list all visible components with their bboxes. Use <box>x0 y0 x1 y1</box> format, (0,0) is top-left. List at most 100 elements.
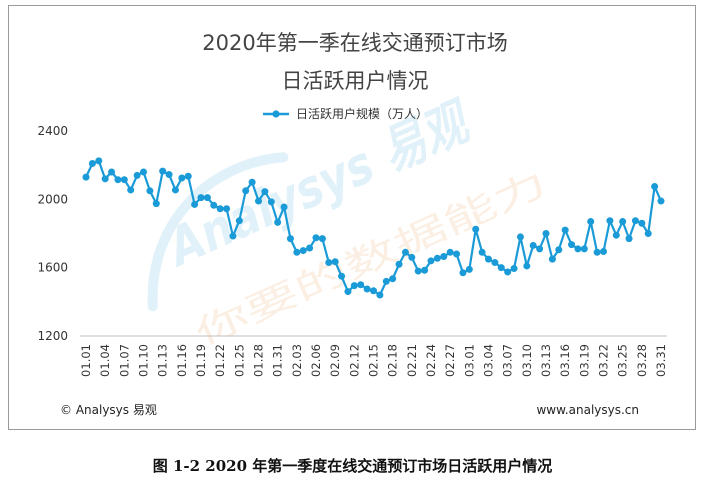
data-point <box>542 230 550 237</box>
data-point <box>657 197 665 205</box>
data-point <box>338 272 346 280</box>
data-point <box>561 226 569 234</box>
data-point <box>350 282 358 290</box>
data-point <box>421 266 429 274</box>
data-point <box>625 235 633 243</box>
data-point <box>255 197 262 205</box>
data-point <box>523 262 531 270</box>
data-point <box>593 248 601 256</box>
data-point <box>210 201 218 209</box>
data-point <box>651 183 659 191</box>
x-tick-label: 03.28 <box>635 344 649 377</box>
data-point <box>286 235 294 243</box>
data-point <box>370 287 377 295</box>
x-tick-label: 03.13 <box>539 344 553 377</box>
data-point <box>587 218 595 226</box>
x-tick-label: 02.24 <box>424 344 438 377</box>
data-point <box>465 265 473 273</box>
chart-subtitle: 日活跃用户情况 <box>282 69 429 93</box>
axes: 1200 1600 2000 2400 01.01 01.04 01.07 01.10 01.1… <box>37 124 668 377</box>
data-point <box>146 187 154 195</box>
data-point <box>382 277 390 285</box>
data-point <box>312 234 320 242</box>
data-point <box>612 231 620 239</box>
x-tick-label: 01.25 <box>232 344 246 377</box>
data-point <box>510 265 518 273</box>
data-point <box>600 247 607 255</box>
data-point <box>644 230 652 237</box>
data-point <box>127 186 135 194</box>
data-point <box>516 233 524 241</box>
series-line <box>82 157 665 299</box>
data-point <box>453 250 461 258</box>
chart-title: 2020年第一季在线交通预订市场 <box>202 31 507 55</box>
x-tick-label: 02.12 <box>347 344 361 377</box>
data-point <box>491 259 499 267</box>
x-tick-label: 03.25 <box>616 344 630 377</box>
x-tick-label: 01.31 <box>271 344 285 377</box>
data-point <box>433 254 441 262</box>
data-point <box>171 186 179 194</box>
data-point <box>344 288 352 296</box>
data-point <box>299 247 307 255</box>
data-point <box>101 175 109 183</box>
x-tick-label: 03.31 <box>654 344 668 377</box>
data-point <box>242 187 250 195</box>
x-tick-label: 03.22 <box>597 344 611 377</box>
data-point <box>446 248 454 256</box>
data-point <box>108 168 116 176</box>
x-tick-label: 03.19 <box>577 344 591 377</box>
x-tick-label: 02.18 <box>386 344 400 377</box>
data-point <box>191 200 199 208</box>
data-point <box>261 188 269 196</box>
x-tick-label: 01.10 <box>137 344 151 377</box>
data-point <box>389 275 397 283</box>
data-point <box>280 203 288 211</box>
x-tick-label: 01.16 <box>175 344 189 377</box>
legend-marker <box>272 110 280 118</box>
x-tick-label: 01.22 <box>213 344 227 377</box>
x-tick-label: 01.13 <box>156 344 170 377</box>
x-tick-label: 01.07 <box>117 344 131 377</box>
data-point <box>497 264 505 272</box>
data-point <box>414 267 422 275</box>
data-point <box>82 173 90 181</box>
x-tick-label: 02.06 <box>309 344 323 377</box>
data-point <box>197 194 205 202</box>
data-point <box>395 260 403 268</box>
data-point <box>440 253 448 261</box>
data-point <box>485 255 492 263</box>
data-point <box>229 232 237 240</box>
data-point <box>574 245 582 253</box>
x-tick-label: 02.03 <box>290 344 304 377</box>
data-point <box>274 218 282 226</box>
data-point <box>223 205 231 213</box>
data-point <box>376 291 384 299</box>
data-point <box>478 248 486 256</box>
x-tick-label: 02.27 <box>443 344 457 377</box>
data-point <box>318 235 326 243</box>
y-tick-label: 1200 <box>37 329 68 343</box>
data-point <box>638 219 646 227</box>
data-point <box>95 157 103 165</box>
x-tick-label: 01.04 <box>98 344 112 377</box>
data-point <box>203 194 211 202</box>
legend: 日活跃用户规模（万人） <box>263 106 428 121</box>
footer-copyright: © Analysys 易观 <box>60 403 157 417</box>
data-point <box>504 268 512 276</box>
data-point <box>472 225 480 233</box>
data-point <box>536 245 544 253</box>
y-tick-label: 2400 <box>37 124 68 138</box>
data-point <box>363 285 371 293</box>
data-point <box>427 257 435 265</box>
legend-label: 日活跃用户规模（万人） <box>296 106 428 121</box>
data-point <box>357 281 365 289</box>
data-point <box>152 200 160 208</box>
data-point <box>306 244 314 252</box>
data-point <box>133 171 141 179</box>
footer-website: www.analysys.cn <box>536 403 639 417</box>
x-tick-label: 03.16 <box>558 344 572 377</box>
data-point <box>293 248 301 256</box>
data-point <box>631 217 639 225</box>
